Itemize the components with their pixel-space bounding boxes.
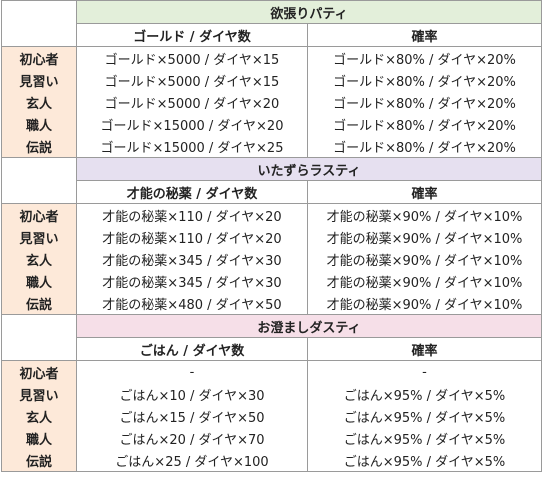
rank-label: 初心者 — [1, 360, 77, 383]
rank-label: 玄人 — [1, 248, 77, 270]
probability-cell: 才能の秘薬×90% / ダイヤ×10% — [306, 248, 542, 270]
probability-cell: ゴールド×80% / ダイヤ×20% — [306, 113, 542, 135]
column-header-amount: ゴールド / ダイヤ数 — [76, 23, 308, 47]
rank-label: 見習い — [1, 69, 77, 91]
rank-label: 玄人 — [1, 91, 77, 113]
rank-label: 玄人 — [1, 405, 77, 427]
table-row: 見習い ゴールド×5000 / ダイヤ×15 ゴールド×80% / ダイヤ×20% — [1, 69, 542, 91]
column-header-probability: 確率 — [306, 23, 542, 47]
rank-label: 見習い — [1, 383, 77, 405]
table-row: 職人 ゴールド×15000 / ダイヤ×20 ゴールド×80% / ダイヤ×20% — [1, 113, 542, 135]
probability-cell: ゴールド×80% / ダイヤ×20% — [306, 135, 542, 158]
amount-cell: ゴールド×15000 / ダイヤ×25 — [76, 135, 308, 158]
probability-cell: ごはん×95% / ダイヤ×5% — [306, 405, 542, 427]
rank-label: 伝説 — [1, 135, 77, 158]
corner-cell — [1, 0, 77, 47]
corner-cell — [1, 314, 77, 361]
table-row: 初心者 - - — [1, 360, 542, 383]
probability-cell: ごはん×95% / ダイヤ×5% — [306, 449, 542, 472]
column-header-row: ゴールド / ダイヤ数 確率 — [2, 23, 542, 47]
column-header-probability: 確率 — [306, 337, 542, 361]
probability-cell: ゴールド×80% / ダイヤ×20% — [306, 91, 542, 113]
probability-cell: - — [306, 360, 542, 383]
table-row: 伝説 ごはん×25 / ダイヤ×100 ごはん×95% / ダイヤ×5% — [1, 449, 542, 472]
probability-cell: 才能の秘薬×90% / ダイヤ×10% — [306, 270, 542, 292]
rank-label: 初心者 — [1, 46, 77, 69]
column-header-amount: 才能の秘薬 / ダイヤ数 — [76, 180, 308, 204]
column-header-probability: 確率 — [306, 180, 542, 204]
table-row: 見習い 才能の秘薬×110 / ダイヤ×20 才能の秘薬×90% / ダイヤ×10% — [1, 226, 542, 248]
section-title-row: お澄ましダスティ — [1, 314, 542, 361]
rank-label: 職人 — [1, 113, 77, 135]
probability-cell: ごはん×95% / ダイヤ×5% — [306, 427, 542, 449]
column-header-row: ごはん / ダイヤ数 確率 — [2, 337, 542, 361]
section-title-row: いたずらラスティ — [1, 157, 542, 204]
rank-label: 職人 — [1, 270, 77, 292]
amount-cell: 才能の秘薬×345 / ダイヤ×30 — [76, 270, 308, 292]
amount-cell: 才能の秘薬×110 / ダイヤ×20 — [76, 226, 308, 248]
column-header-row: 才能の秘薬 / ダイヤ数 確率 — [2, 180, 542, 204]
amount-cell: ゴールド×5000 / ダイヤ×15 — [76, 46, 308, 69]
table-row: 玄人 ごはん×15 / ダイヤ×50 ごはん×95% / ダイヤ×5% — [1, 405, 542, 427]
column-header-amount: ごはん / ダイヤ数 — [76, 337, 308, 361]
amount-cell: 才能の秘薬×345 / ダイヤ×30 — [76, 248, 308, 270]
amount-cell: - — [76, 360, 308, 383]
amount-cell: ゴールド×15000 / ダイヤ×20 — [76, 113, 308, 135]
section-title: 欲張りパティ — [75, 0, 542, 24]
rank-label: 職人 — [1, 427, 77, 449]
rank-label: 伝説 — [1, 449, 77, 472]
table-row: 見習い ごはん×10 / ダイヤ×30 ごはん×95% / ダイヤ×5% — [1, 383, 542, 405]
section-title: いたずらラスティ — [75, 157, 542, 181]
rank-label: 見習い — [1, 226, 77, 248]
probability-cell: ゴールド×80% / ダイヤ×20% — [306, 46, 542, 69]
reward-table-body: 欲張りパティ ゴールド / ダイヤ数 確率 初心者 ゴールド×5000 / ダイヤ×15… — [1, 0, 542, 472]
table-row: 初心者 ゴールド×5000 / ダイヤ×15 ゴールド×80% / ダイヤ×20% — [1, 46, 542, 69]
probability-cell: 才能の秘薬×90% / ダイヤ×10% — [306, 292, 542, 315]
probability-cell: ごはん×95% / ダイヤ×5% — [306, 383, 542, 405]
table-row: 伝説 ゴールド×15000 / ダイヤ×25 ゴールド×80% / ダイヤ×20% — [1, 135, 542, 158]
probability-cell: 才能の秘薬×90% / ダイヤ×10% — [306, 226, 542, 248]
amount-cell: ゴールド×5000 / ダイヤ×15 — [76, 69, 308, 91]
table-row: 伝説 才能の秘薬×480 / ダイヤ×50 才能の秘薬×90% / ダイヤ×10% — [1, 292, 542, 315]
section-title-row: 欲張りパティ — [1, 0, 542, 47]
amount-cell: ゴールド×5000 / ダイヤ×20 — [76, 91, 308, 113]
reward-table: 欲張りパティ ゴールド / ダイヤ数 確率 初心者 ゴールド×5000 / ダイヤ×15… — [1, 0, 542, 472]
section-title: お澄ましダスティ — [75, 314, 542, 338]
amount-cell: 才能の秘薬×110 / ダイヤ×20 — [76, 203, 308, 226]
table-row: 職人 才能の秘薬×345 / ダイヤ×30 才能の秘薬×90% / ダイヤ×10% — [1, 270, 542, 292]
probability-cell: ゴールド×80% / ダイヤ×20% — [306, 69, 542, 91]
rank-label: 伝説 — [1, 292, 77, 315]
table-row: 初心者 才能の秘薬×110 / ダイヤ×20 才能の秘薬×90% / ダイヤ×10% — [1, 203, 542, 226]
table-row: 玄人 ゴールド×5000 / ダイヤ×20 ゴールド×80% / ダイヤ×20% — [1, 91, 542, 113]
amount-cell: ごはん×15 / ダイヤ×50 — [76, 405, 308, 427]
amount-cell: 才能の秘薬×480 / ダイヤ×50 — [76, 292, 308, 315]
amount-cell: ごはん×20 / ダイヤ×70 — [76, 427, 308, 449]
amount-cell: ごはん×10 / ダイヤ×30 — [76, 383, 308, 405]
probability-cell: 才能の秘薬×90% / ダイヤ×10% — [306, 203, 542, 226]
corner-cell — [1, 157, 77, 204]
rank-label: 初心者 — [1, 203, 77, 226]
amount-cell: ごはん×25 / ダイヤ×100 — [76, 449, 308, 472]
table-row: 玄人 才能の秘薬×345 / ダイヤ×30 才能の秘薬×90% / ダイヤ×10% — [1, 248, 542, 270]
table-row: 職人 ごはん×20 / ダイヤ×70 ごはん×95% / ダイヤ×5% — [1, 427, 542, 449]
